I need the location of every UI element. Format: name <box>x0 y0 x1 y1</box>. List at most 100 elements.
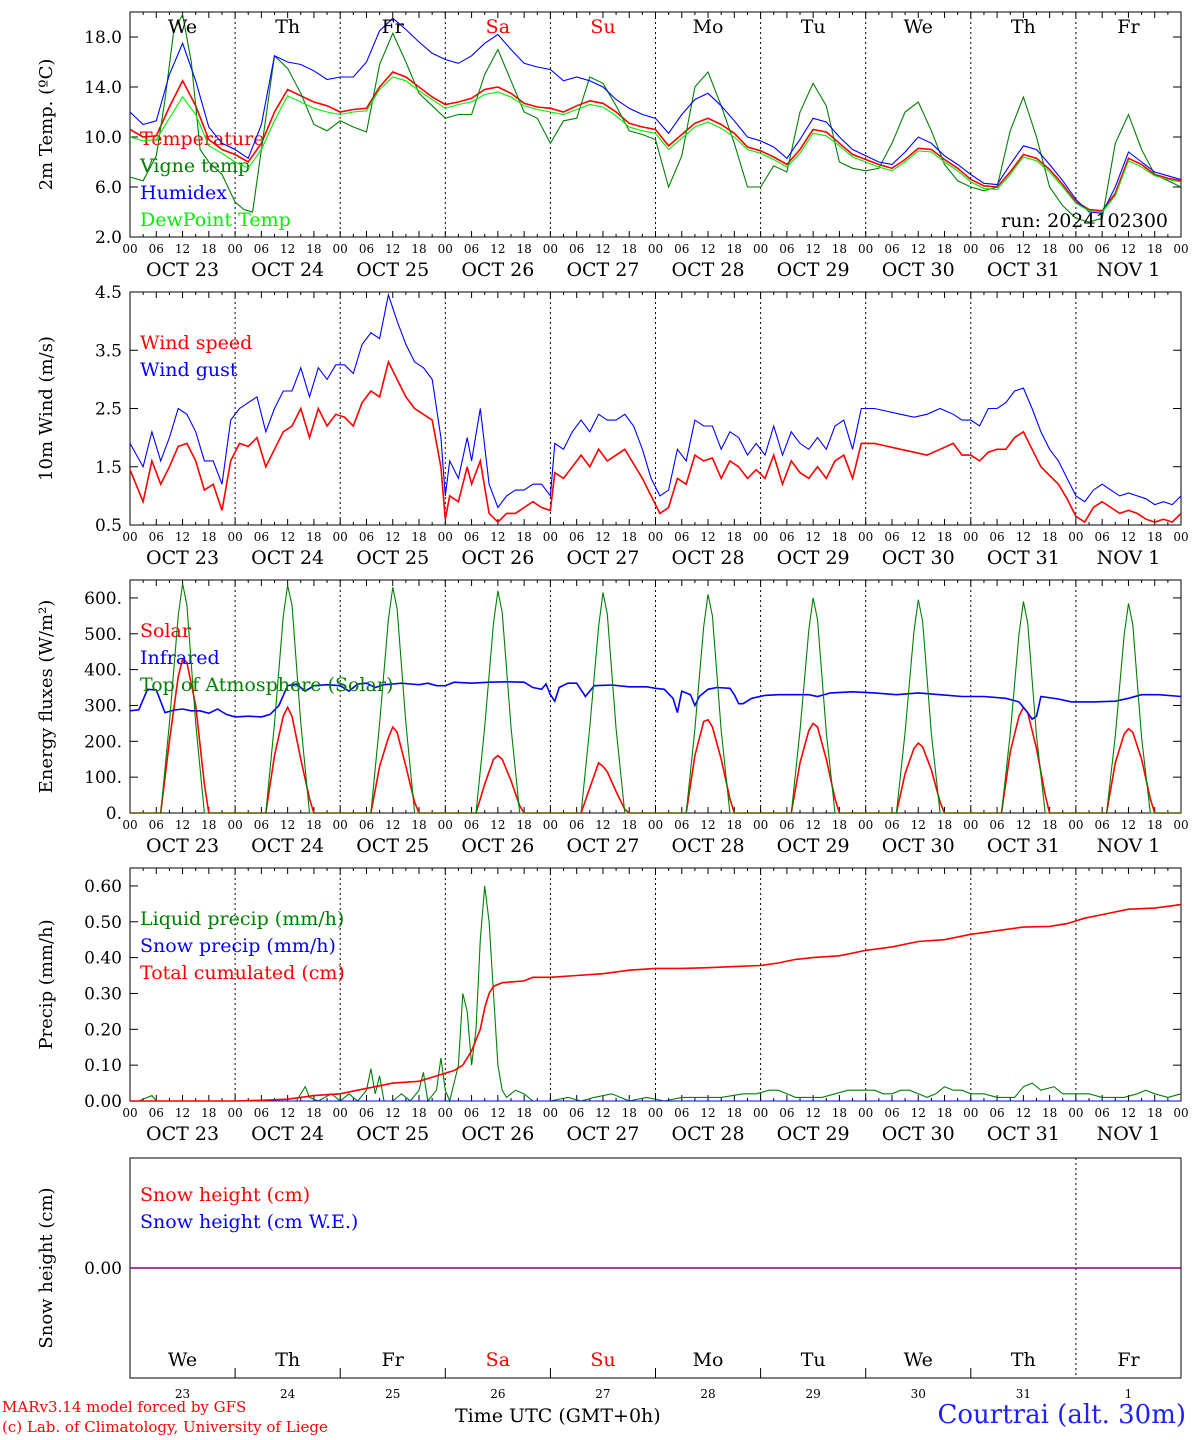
y-tick-label: 1.5 <box>95 458 122 478</box>
hour-tick-label: 00 <box>1068 1106 1083 1120</box>
date-label: OCT 26 <box>461 835 534 857</box>
y-tick-label: 0.30 <box>84 984 122 1004</box>
hour-tick-label: 00 <box>438 530 453 544</box>
y-tick-label: 2.5 <box>95 400 122 420</box>
hour-tick-label: 12 <box>175 242 190 256</box>
hour-tick-label: 06 <box>359 818 374 832</box>
hour-tick-label: 18 <box>1042 530 1057 544</box>
hour-tick-label: 00 <box>543 530 558 544</box>
hour-tick-label: 00 <box>227 818 242 832</box>
hour-tick-label: 12 <box>700 242 715 256</box>
day-name-label: Su <box>590 16 615 38</box>
hour-tick-label: 00 <box>648 530 663 544</box>
lab-credit: (c) Lab. of Climatology, University of L… <box>2 1418 328 1436</box>
date-label: NOV 1 <box>1097 259 1161 281</box>
hour-tick-label: 12 <box>1121 818 1136 832</box>
hour-tick-label: 12 <box>595 530 610 544</box>
hour-tick-label: 06 <box>1095 530 1110 544</box>
date-label: NOV 1 <box>1097 835 1161 857</box>
y-axis-title: Energy fluxes (W/m²) <box>36 600 57 794</box>
hour-tick-label: 00 <box>333 1106 348 1120</box>
hour-tick-label: 06 <box>674 818 689 832</box>
hour-tick-label: 18 <box>727 818 742 832</box>
hour-tick-label: 12 <box>911 1106 926 1120</box>
y-tick-label: 400. <box>84 661 122 681</box>
location-label: Courtrai (alt. 30m) <box>937 1400 1187 1430</box>
hour-tick-label: 12 <box>911 530 926 544</box>
hour-tick-label: 18 <box>1147 242 1162 256</box>
day-number-label: 27 <box>595 1387 610 1401</box>
legend-entry: Liquid precip (mm/h) <box>140 908 344 930</box>
date-label: OCT 24 <box>251 547 324 569</box>
hour-tick-label: 12 <box>1016 530 1031 544</box>
hour-tick-label: 00 <box>1068 818 1083 832</box>
day-name-label: Th <box>1011 1349 1036 1371</box>
date-label: OCT 26 <box>461 259 534 281</box>
day-number-label: 26 <box>490 1387 505 1401</box>
hour-tick-label: 00 <box>858 242 873 256</box>
hour-tick-label: 00 <box>1068 530 1083 544</box>
hour-tick-label: 06 <box>674 530 689 544</box>
date-label: OCT 25 <box>356 259 429 281</box>
series-line-blue <box>129 292 1182 509</box>
day-name-label: Th <box>1011 16 1036 38</box>
hour-tick-label: 00 <box>227 1106 242 1120</box>
hour-tick-label: 00 <box>1173 1106 1188 1120</box>
y-tick-label: 18.0 <box>84 28 122 48</box>
legend-entry: DewPoint Temp <box>140 209 291 231</box>
hour-tick-label: 18 <box>201 242 216 256</box>
hour-tick-label: 18 <box>832 818 847 832</box>
hour-tick-label: 18 <box>516 818 531 832</box>
hour-tick-label: 00 <box>1068 242 1083 256</box>
hour-tick-label: 00 <box>648 818 663 832</box>
hour-tick-label: 06 <box>359 1106 374 1120</box>
hour-tick-label: 12 <box>806 242 821 256</box>
hour-tick-label: 00 <box>333 530 348 544</box>
day-name-label: Fr <box>1117 1349 1140 1371</box>
date-label: OCT 25 <box>356 1123 429 1145</box>
day-name-label: Tu <box>801 16 826 38</box>
hour-tick-label: 00 <box>963 818 978 832</box>
day-name-label: We <box>168 1349 197 1371</box>
hour-tick-label: 12 <box>280 818 295 832</box>
day-number-label: 31 <box>1016 1387 1031 1401</box>
hour-tick-label: 00 <box>753 530 768 544</box>
hour-tick-label: 06 <box>254 242 269 256</box>
y-tick-label: 600. <box>84 589 122 609</box>
series-line-red <box>129 359 1182 524</box>
hour-tick-label: 12 <box>490 242 505 256</box>
hour-tick-label: 18 <box>727 530 742 544</box>
date-label: OCT 29 <box>777 547 850 569</box>
day-name-label: We <box>904 16 933 38</box>
date-label: OCT 23 <box>146 547 219 569</box>
hour-tick-label: 06 <box>569 818 584 832</box>
hour-tick-label: 12 <box>911 242 926 256</box>
day-number-label: 1 <box>1125 1387 1133 1401</box>
hour-tick-label: 12 <box>700 818 715 832</box>
hour-tick-label: 00 <box>1173 818 1188 832</box>
hour-tick-label: 12 <box>806 530 821 544</box>
day-name-label: Mo <box>693 16 724 38</box>
date-label: OCT 27 <box>566 259 639 281</box>
hour-tick-label: 18 <box>1042 818 1057 832</box>
y-axis-title: Precip (mm/h) <box>36 919 57 1049</box>
date-label: OCT 30 <box>882 259 955 281</box>
y-tick-label: 0. <box>106 804 122 824</box>
date-label: OCT 28 <box>672 547 745 569</box>
hour-tick-label: 12 <box>1016 1106 1031 1120</box>
hour-tick-label: 06 <box>674 1106 689 1120</box>
hour-tick-label: 00 <box>858 818 873 832</box>
hour-tick-label: 18 <box>411 1106 426 1120</box>
hour-tick-label: 12 <box>806 818 821 832</box>
day-name-label: Th <box>275 1349 300 1371</box>
hour-tick-label: 00 <box>753 1106 768 1120</box>
hour-tick-label: 12 <box>385 1106 400 1120</box>
y-tick-label: 0.50 <box>84 913 122 933</box>
day-number-label: 24 <box>280 1387 296 1401</box>
legend-entry: Snow height (cm) <box>140 1184 310 1206</box>
hour-tick-label: 06 <box>464 242 479 256</box>
hour-tick-label: 12 <box>175 1106 190 1120</box>
date-label: OCT 30 <box>882 1123 955 1145</box>
day-name-label: We <box>904 1349 933 1371</box>
hour-tick-label: 06 <box>254 818 269 832</box>
